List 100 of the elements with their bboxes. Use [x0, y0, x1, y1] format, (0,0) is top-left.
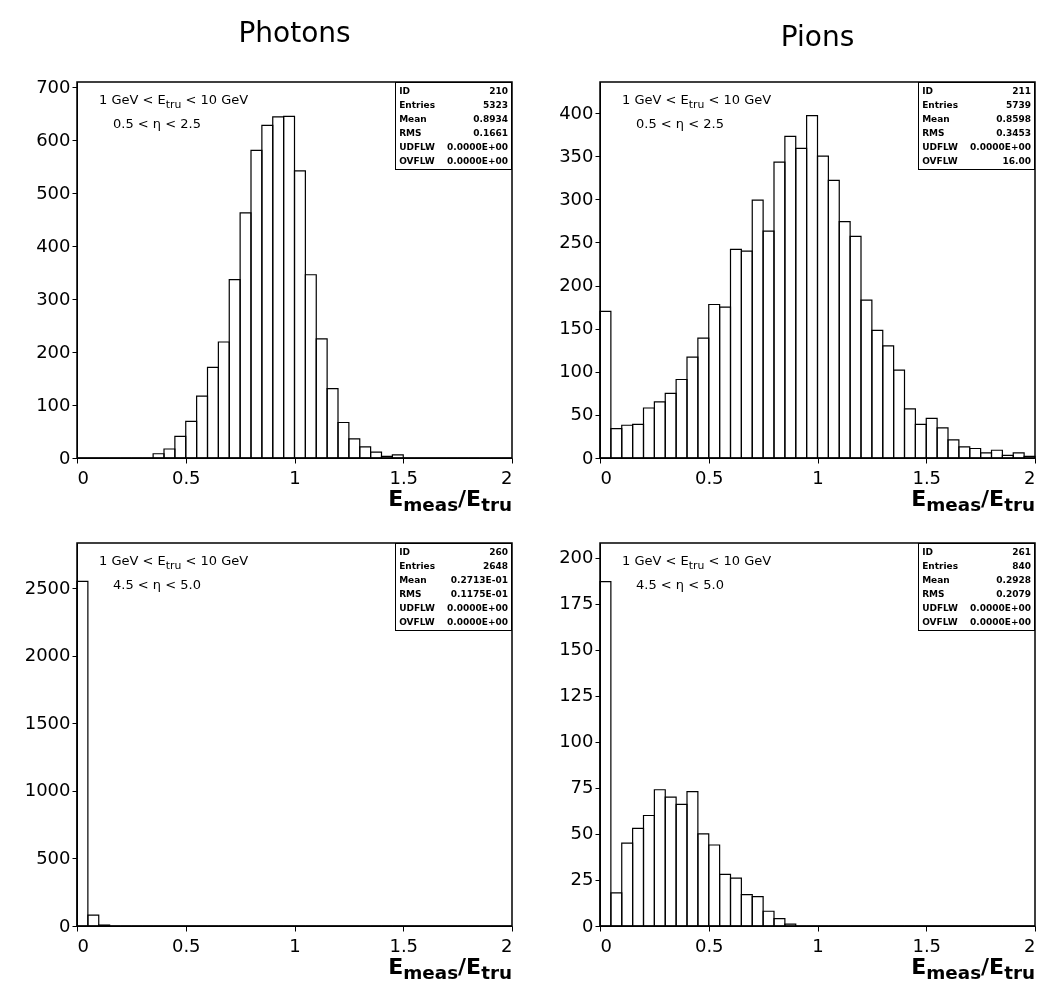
y-tick-label: 300 — [559, 187, 594, 209]
x-axis-title: E$_{meas}$/E$_{tru}$ — [911, 486, 1035, 516]
annotation: 0.2713E-01 — [449, 574, 508, 587]
annotation: 211 — [1011, 85, 1031, 98]
annotation: 0.0000E+00 — [447, 141, 508, 154]
annotation: 0.0000E+00 — [447, 616, 508, 629]
x-axis-title: E$_{meas}$/E$_{tru}$ — [388, 486, 512, 516]
y-tick-label: 250 — [559, 230, 594, 252]
annotation: 1 GeV < E$_{tru}$ < 10 GeV — [622, 553, 772, 572]
annotation: 0.1175E-01 — [449, 588, 508, 601]
x-axis-title: E$_{meas}$/E$_{tru}$ — [911, 954, 1035, 984]
annotation: 0.3453 — [995, 127, 1031, 140]
x-tick-label: 2 — [1024, 934, 1036, 956]
annotation: Entries — [922, 560, 959, 573]
annotation: UDFLW — [399, 602, 436, 615]
annotation: UDFLW — [922, 602, 959, 615]
annotation: Entries — [922, 99, 959, 112]
y-tick-label: 100 — [559, 730, 594, 752]
annotation: RMS — [399, 588, 423, 601]
annotation: Mean — [922, 113, 951, 126]
y-tick-label: 500 — [36, 181, 71, 203]
y-tick-label: 400 — [36, 234, 71, 256]
y-tick-label: 200 — [36, 340, 71, 362]
x-tick-label: 1 — [289, 466, 301, 488]
annotation: RMS — [399, 127, 423, 140]
y-tick-label: 600 — [36, 128, 71, 150]
annotation: 5739 — [1004, 99, 1031, 112]
x-tick-label: 0.5 — [171, 466, 201, 488]
y-tick-label: 400 — [559, 101, 594, 123]
annotation: OVFLW — [922, 616, 959, 629]
x-tick-label: 2 — [501, 466, 513, 488]
annotation: Mean — [922, 574, 951, 587]
x-tick-label: 1.5 — [389, 466, 419, 488]
y-tick-label: 25 — [570, 868, 594, 890]
x-tick-label: 1 — [812, 466, 824, 488]
annotation: Entries — [399, 560, 436, 573]
annotation: 0.5 < η < 2.5 — [636, 116, 724, 131]
y-tick-label: 100 — [36, 393, 71, 415]
y-tick-label: 50 — [570, 403, 594, 425]
x-tick-label: 1 — [812, 934, 824, 956]
annotation: 16.00 — [1001, 155, 1031, 168]
x-tick-label: 0.5 — [694, 466, 724, 488]
annotation: 1 GeV < E$_{tru}$ < 10 GeV — [99, 553, 249, 572]
annotation: Mean — [399, 113, 428, 126]
x-tick-label: 0.5 — [171, 934, 201, 956]
x-tick-label: 0 — [77, 466, 89, 488]
y-tick-label: 2000 — [24, 644, 71, 666]
y-tick-label: 50 — [570, 822, 594, 844]
annotation: 0.1661 — [472, 127, 508, 140]
annotation: UDFLW — [399, 141, 436, 154]
y-tick-label: 300 — [36, 287, 71, 309]
annotation: ID — [399, 546, 411, 559]
annotation: 0.2928 — [995, 574, 1031, 587]
x-tick-label: 0.5 — [694, 934, 724, 956]
y-tick-label: 1000 — [24, 779, 71, 801]
x-tick-label: 2 — [1024, 466, 1036, 488]
annotation: Mean — [399, 574, 428, 587]
annotation: 1 GeV < E$_{tru}$ < 10 GeV — [99, 92, 249, 111]
annotation: 4.5 < η < 5.0 — [636, 577, 724, 592]
y-tick-label: 0 — [59, 446, 71, 468]
annotation: OVFLW — [922, 155, 959, 168]
annotation: 210 — [488, 85, 508, 98]
y-tick-label: 175 — [559, 592, 594, 614]
y-tick-label: 700 — [36, 75, 71, 97]
x-tick-label: 2 — [501, 934, 513, 956]
x-tick-label: 1.5 — [389, 934, 419, 956]
annotation: ID — [922, 546, 934, 559]
y-tick-label: 75 — [570, 776, 594, 798]
y-tick-label: 200 — [559, 546, 594, 568]
annotation: 4.5 < η < 5.0 — [113, 577, 201, 592]
chart-title: Pions — [780, 20, 855, 53]
annotation: 0.2079 — [995, 588, 1031, 601]
annotation: ID — [399, 85, 411, 98]
y-tick-label: 500 — [36, 846, 71, 868]
annotation: 0.0000E+00 — [970, 616, 1031, 629]
annotation: 0.0000E+00 — [447, 602, 508, 615]
x-tick-label: 0 — [600, 934, 612, 956]
annotation: 260 — [488, 546, 508, 559]
annotation: 2648 — [481, 560, 508, 573]
y-tick-label: 2500 — [24, 576, 71, 598]
y-tick-label: 0 — [582, 446, 594, 468]
annotation: 5323 — [481, 99, 508, 112]
y-tick-label: 1500 — [24, 711, 71, 733]
x-tick-label: 0 — [77, 934, 89, 956]
annotation: 0.0000E+00 — [970, 141, 1031, 154]
y-tick-label: 200 — [559, 274, 594, 296]
y-tick-label: 100 — [559, 360, 594, 382]
annotation: ID — [922, 85, 934, 98]
annotation: 0.0000E+00 — [447, 155, 508, 168]
x-tick-label: 1.5 — [912, 466, 942, 488]
x-axis-title: E$_{meas}$/E$_{tru}$ — [388, 954, 512, 984]
y-tick-label: 350 — [559, 144, 594, 166]
annotation: 261 — [1011, 546, 1031, 559]
annotation: 0.5 < η < 2.5 — [113, 116, 201, 131]
chart-title: Photons — [238, 16, 351, 50]
y-tick-label: 150 — [559, 638, 594, 660]
y-tick-label: 150 — [559, 317, 594, 339]
y-tick-label: 0 — [59, 914, 71, 936]
x-tick-label: 0 — [600, 466, 612, 488]
annotation: OVFLW — [399, 616, 436, 629]
